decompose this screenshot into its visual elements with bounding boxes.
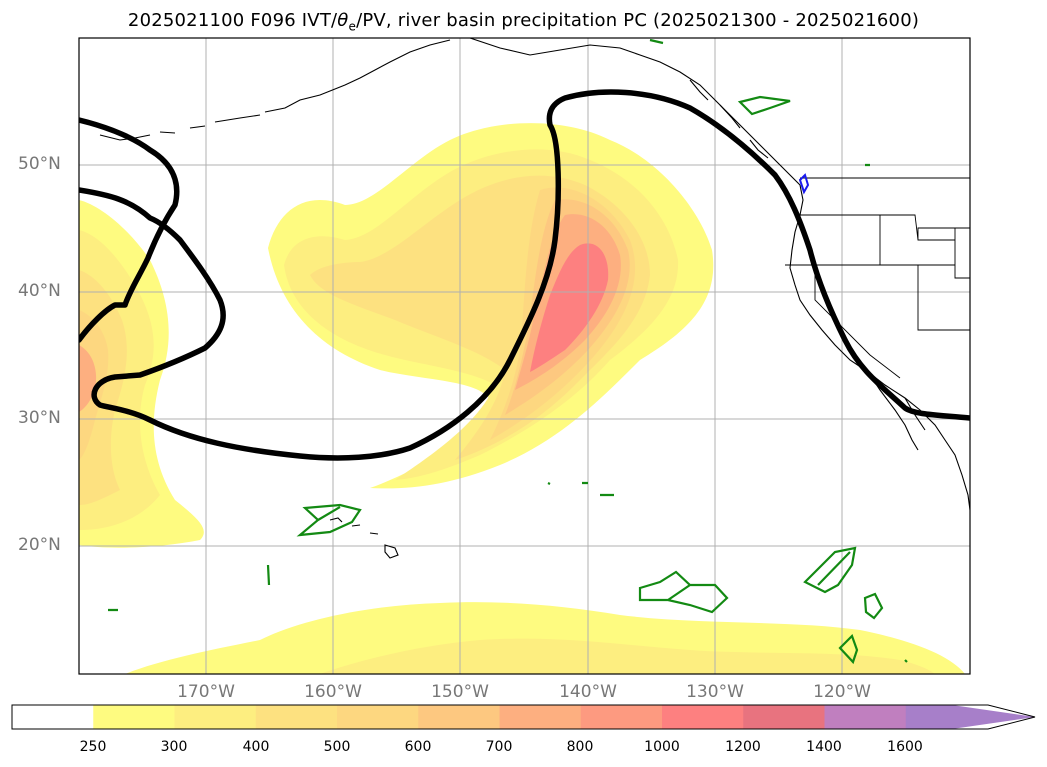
colorbar-swatch — [337, 705, 419, 729]
basin-east-3 — [838, 633, 859, 665]
colorbar-swatch — [743, 705, 825, 729]
colorbar-swatch — [824, 705, 907, 729]
colorbar-swatch — [174, 705, 257, 729]
colorbar-tick-1200: 1200 — [725, 739, 761, 755]
basin-hawaii — [296, 503, 362, 537]
colorbar — [11, 704, 1036, 730]
colorbar-swatch — [418, 705, 500, 729]
lon-label-120w: 120°W — [813, 682, 871, 702]
ivt-shade-800 — [530, 243, 609, 372]
colorbar-tick-250: 250 — [79, 739, 107, 755]
colorbar-tick-800: 800 — [566, 739, 594, 755]
lon-label-140w: 140°W — [559, 682, 617, 702]
lat-label-30n: 30°N — [18, 408, 61, 428]
lon-label-160w: 160°W — [304, 682, 362, 702]
figure-title: 2025021100 F096 IVT/θe/PV, river basin p… — [127, 10, 920, 34]
colorbar-swatch — [12, 705, 94, 729]
basin-puget — [798, 173, 810, 195]
us-state-borders — [785, 214, 970, 379]
basin-bc — [737, 95, 791, 116]
colorbar-outline — [11, 704, 1036, 730]
lon-label-130w: 130°W — [686, 682, 744, 702]
alaska-coast — [469, 38, 801, 186]
basin-midpacific — [638, 570, 729, 614]
colorbar-tick-1400: 1400 — [806, 739, 842, 755]
hawaii-islands — [329, 517, 399, 559]
lon-label-150w: 150°W — [431, 682, 489, 702]
map-frame — [78, 37, 971, 675]
pv-contours — [79, 89, 970, 461]
basin-east-2 — [863, 592, 884, 620]
west-coast — [789, 184, 970, 511]
graticule — [79, 38, 970, 674]
colorbar-tick-700: 700 — [485, 739, 513, 755]
colorbar-tick-500: 500 — [323, 739, 351, 755]
river-basin-outlines — [108, 38, 908, 665]
basin-east-1 — [803, 546, 857, 594]
colorbar-tick-600: 600 — [404, 739, 432, 755]
pv-contour-main — [79, 89, 970, 461]
colorbar-tick-400: 400 — [242, 739, 270, 755]
map-area — [79, 38, 970, 674]
lat-label-50n: 50°N — [18, 154, 61, 174]
colorbar-swatch — [499, 705, 582, 729]
colorbar-swatches — [12, 705, 1035, 729]
colorbar-swatch — [255, 705, 338, 729]
basin-small-islands — [108, 38, 908, 663]
lat-label-40n: 40°N — [18, 281, 61, 301]
colorbar-tick-1000: 1000 — [644, 739, 680, 755]
colorbar-swatch — [662, 705, 744, 729]
pv-contour-west — [79, 117, 180, 343]
colorbar-swatch-extend — [905, 705, 1035, 729]
ivt-filled-contours — [79, 123, 965, 674]
colorbar-tick-300: 300 — [160, 739, 188, 755]
lon-label-170w: 170°W — [177, 682, 235, 702]
lat-label-20n: 20°N — [18, 535, 61, 555]
colorbar-tick-1600: 1600 — [887, 739, 923, 755]
colorbar-swatch — [580, 705, 663, 729]
ivt-shade-300-south — [320, 638, 935, 674]
colorbar-swatch — [93, 705, 175, 729]
bc-islands — [689, 79, 769, 159]
